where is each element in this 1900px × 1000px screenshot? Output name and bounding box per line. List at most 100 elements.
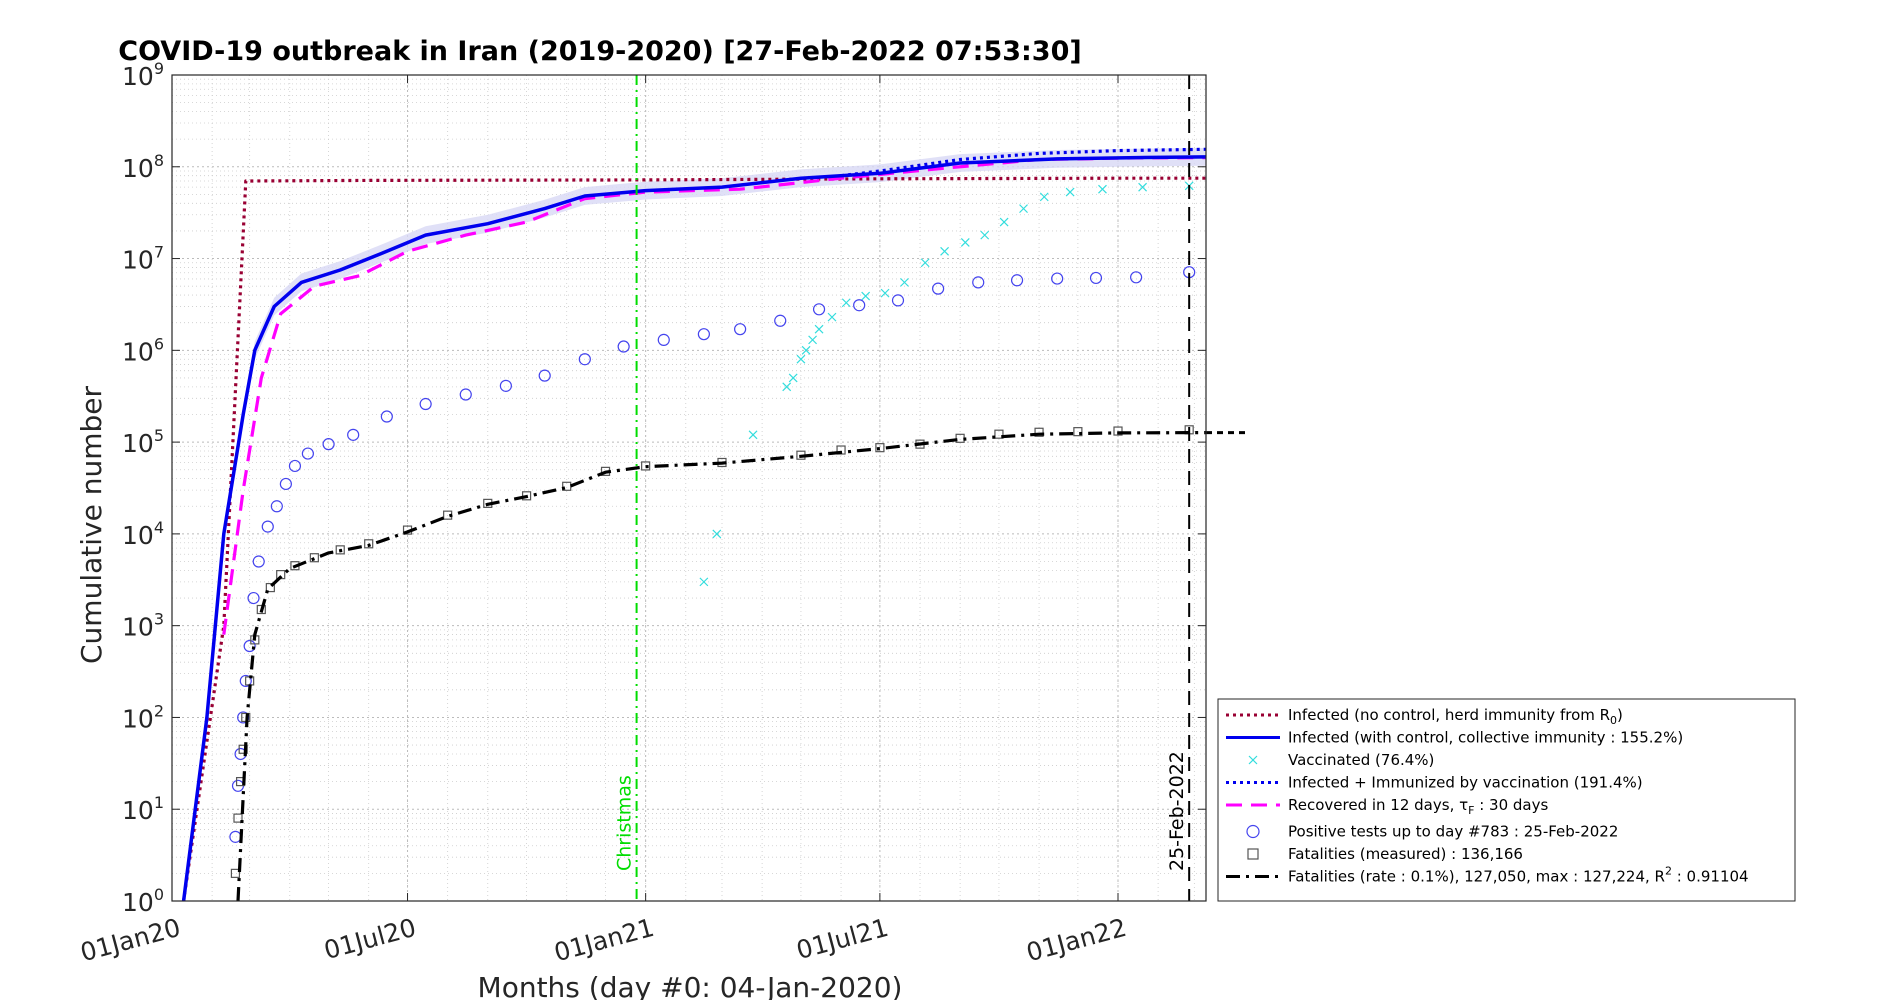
- data-point: [239, 674, 252, 688]
- data-point: [875, 443, 885, 453]
- data-point: [697, 328, 710, 341]
- data-point: [309, 553, 319, 563]
- data-point: [279, 477, 292, 491]
- data-point: [288, 459, 302, 473]
- data-point: [578, 353, 591, 366]
- data-point: [657, 333, 670, 346]
- x-axis-label: Months (day #0: 04-Jan-2020): [478, 971, 903, 1000]
- legend-label: Infected (with control, collective immun…: [1288, 729, 1683, 747]
- legend-item-vaccinated: Vaccinated (76.4%): [1248, 751, 1434, 769]
- legend-label: Positive tests up to day #783 : 25-Feb-2…: [1288, 823, 1618, 841]
- legend-item-fatalities_rate: Fatalities (rate : 0.1%), 127,050, max :…: [1226, 865, 1749, 886]
- data-point: [1051, 272, 1064, 285]
- data-point: [1019, 204, 1028, 214]
- legend-item-infected_control: Infected (with control, collective immun…: [1226, 729, 1683, 747]
- series-line-recovered: [222, 156, 1206, 635]
- y-tick-label: 101: [122, 793, 164, 825]
- data-point: [1034, 427, 1044, 437]
- data-point: [247, 591, 260, 605]
- legend-item-recovered: Recovered in 12 days, τF : 30 days: [1226, 796, 1549, 817]
- data-point: [261, 520, 274, 533]
- data-point: [712, 529, 722, 539]
- y-tick-label: 100: [122, 885, 164, 917]
- data-point: [841, 298, 851, 308]
- data-point: [796, 354, 806, 364]
- axes-frame: [171, 74, 1207, 902]
- y-tick-label: 109: [122, 59, 164, 91]
- legend-item-infected_vacc: Infected + Immunized by vaccination (191…: [1226, 774, 1643, 792]
- data-point: [499, 379, 512, 392]
- data-point: [699, 577, 709, 587]
- data-point: [641, 461, 651, 471]
- legend-label: Infected (no control, herd immunity from…: [1288, 706, 1623, 727]
- legend-swatch: [1247, 848, 1259, 860]
- vline-label-1: 25-Feb-2022: [1166, 751, 1188, 871]
- data-point: [270, 500, 283, 513]
- data-point: [999, 217, 1009, 227]
- data-point: [1073, 427, 1083, 437]
- data-point: [538, 369, 551, 382]
- data-point: [1138, 182, 1148, 192]
- legend-item-fatalities_measured: Fatalities (measured) : 136,166: [1247, 845, 1523, 863]
- data-point: [734, 323, 747, 336]
- data-point: [459, 388, 472, 401]
- data-point: [1065, 187, 1075, 197]
- series-group: [181, 147, 1206, 901]
- data-point: [836, 445, 846, 455]
- y-axis-label: Cumulative number: [75, 386, 108, 664]
- y-tick-label: 106: [122, 334, 164, 366]
- data-point: [238, 744, 248, 754]
- data-point: [801, 345, 811, 355]
- legend-item-positive_tests: Positive tests up to day #783 : 25-Feb-2…: [1246, 823, 1618, 841]
- data-point: [243, 639, 256, 653]
- legend-swatch: [1246, 824, 1260, 839]
- y-tick-label: 104: [122, 518, 164, 550]
- data-point: [932, 282, 945, 295]
- data-point: [380, 410, 393, 423]
- series-fatalities_rate: [236, 431, 1206, 901]
- series-recovered: [222, 156, 1206, 635]
- data-point: [1039, 192, 1049, 202]
- series-line-infected_control: [181, 155, 1206, 901]
- data-point: [364, 539, 374, 549]
- data-point: [265, 582, 275, 593]
- plot-area: Christmas 25-Feb-2022 100 101 102 103 104 105 10…: [77, 59, 1246, 967]
- data-point: [347, 428, 360, 441]
- data-point: [252, 555, 265, 568]
- plot-background: [172, 75, 1206, 901]
- data-point: [940, 246, 950, 256]
- data-point: [256, 604, 266, 615]
- data-point: [880, 288, 890, 298]
- data-point: [1130, 271, 1143, 284]
- data-point: [972, 276, 985, 289]
- series-no_control: [182, 176, 1206, 901]
- y-tick-label: 105: [122, 426, 164, 458]
- legend-label: Infected + Immunized by vaccination (191…: [1288, 774, 1643, 792]
- series-infected_control: [181, 155, 1206, 901]
- data-point: [419, 397, 432, 411]
- data-point: [233, 813, 243, 823]
- legend: Infected (no control, herd immunity from…: [1217, 698, 1796, 902]
- series-positive_tests: [229, 266, 1196, 843]
- legend-label: Vaccinated (76.4%): [1288, 751, 1434, 769]
- y-tick-label: 103: [122, 610, 164, 642]
- legend-label: Recovered in 12 days, τF : 30 days: [1288, 796, 1549, 817]
- y-tick-label: 102: [122, 701, 164, 733]
- series-line-no_control: [182, 176, 1206, 901]
- data-point: [562, 481, 572, 491]
- data-point: [1113, 426, 1123, 436]
- data-point: [301, 447, 314, 460]
- data-point: [230, 868, 241, 878]
- chart-title: COVID-19 outbreak in Iran (2019-2020) [2…: [118, 36, 1081, 67]
- data-point: [782, 382, 792, 392]
- y-tick-label: 108: [122, 151, 164, 183]
- series-vaccinated: [699, 181, 1194, 587]
- data-point: [1089, 271, 1103, 285]
- data-point: [980, 230, 990, 240]
- vline-label-0: Christmas: [614, 775, 636, 871]
- data-point: [827, 312, 837, 322]
- data-point: [994, 429, 1004, 439]
- data-point: [861, 291, 871, 301]
- data-point: [774, 314, 787, 327]
